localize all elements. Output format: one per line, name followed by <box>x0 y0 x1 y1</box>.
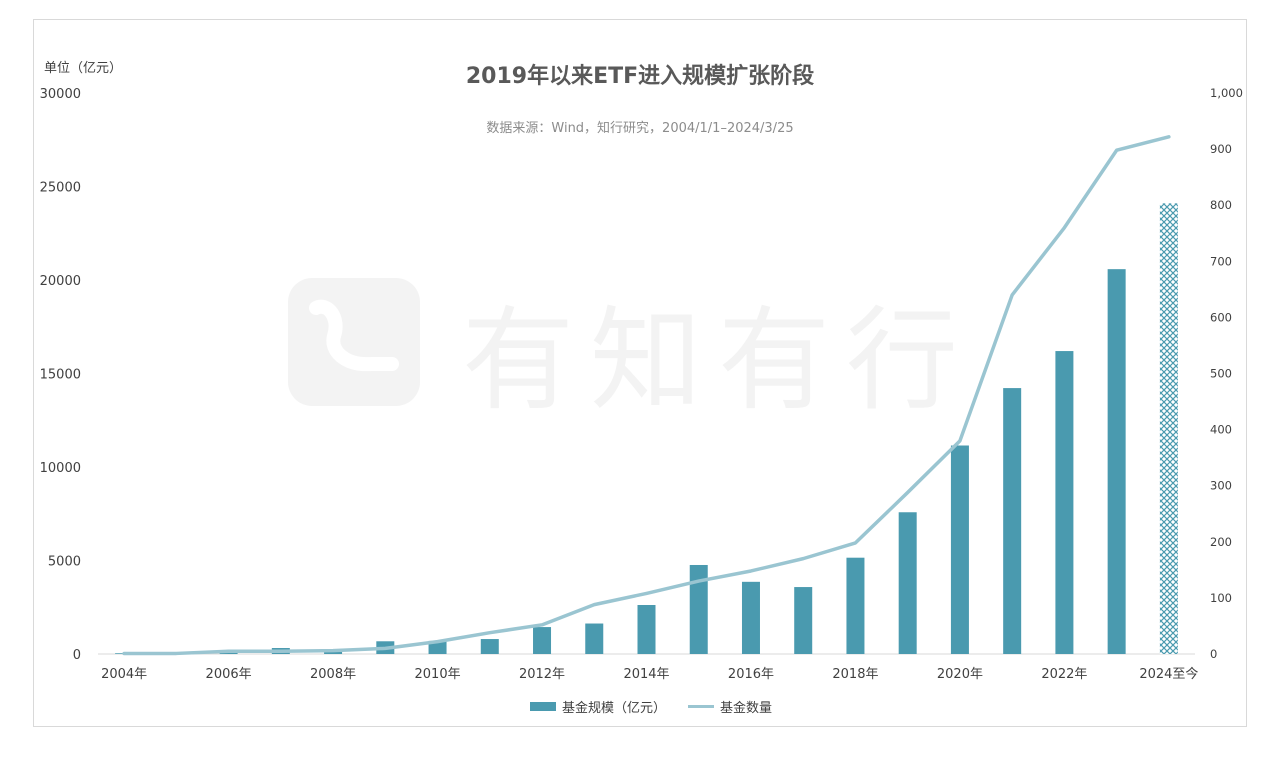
x-tick-label: 2022年 <box>1041 667 1087 682</box>
legend-item-line: 基金数量 <box>688 697 772 716</box>
bar-2023年 <box>1107 269 1126 654</box>
bar-2010年 <box>428 640 447 654</box>
bar-2014年 <box>637 605 656 654</box>
bar-2022年 <box>1055 351 1074 654</box>
left-tick-label: 10000 <box>40 461 81 476</box>
x-tick-label: 2010年 <box>415 667 461 682</box>
bar-2021年 <box>1003 388 1022 654</box>
x-tick-label: 2004年 <box>101 667 147 682</box>
left-tick-label: 25000 <box>40 181 81 196</box>
x-tick-label: 2014年 <box>623 667 669 682</box>
left-tick-label: 30000 <box>40 87 81 102</box>
x-tick-label: 2018年 <box>832 667 878 682</box>
legend-label-bars: 基金规模（亿元） <box>562 701 667 716</box>
legend-label-line: 基金数量 <box>720 701 773 716</box>
left-tick-label: 15000 <box>40 368 81 383</box>
bar-2016年 <box>741 581 760 654</box>
bar-2013年 <box>585 623 604 654</box>
left-tick-label: 5000 <box>48 555 81 570</box>
right-tick-label: 800 <box>1210 198 1232 212</box>
right-tick-label: 0 <box>1210 647 1217 661</box>
bar-2017年 <box>794 587 813 654</box>
bar-2011年 <box>480 639 499 654</box>
right-tick-label: 900 <box>1210 142 1232 156</box>
legend-line-swatch <box>688 705 715 708</box>
left-tick-label: 0 <box>73 648 81 663</box>
right-tick-label: 600 <box>1210 310 1232 324</box>
bar-2012年 <box>533 627 552 654</box>
bar-2015年 <box>689 564 708 654</box>
bar-2024至今 <box>1159 203 1178 654</box>
right-tick-label: 200 <box>1210 535 1232 549</box>
right-tick-label: 400 <box>1210 423 1232 437</box>
x-tick-label: 2012年 <box>519 667 565 682</box>
bar-2018年 <box>846 557 865 654</box>
x-tick-label: 2006年 <box>206 667 252 682</box>
chart-legend: 基金规模（亿元） 基金数量 <box>530 697 772 716</box>
right-tick-label: 500 <box>1210 367 1232 381</box>
right-tick-label: 300 <box>1210 479 1232 493</box>
right-tick-label: 100 <box>1210 591 1232 605</box>
x-tick-label: 2016年 <box>728 667 774 682</box>
bar-2019年 <box>898 512 917 654</box>
chart-subtitle: 数据来源：Wind，知行研究，2004/1/1–2024/3/25 <box>486 121 794 136</box>
bar-2020年 <box>950 445 969 654</box>
bar-2008年 <box>324 650 343 654</box>
legend-bar-swatch <box>530 702 556 711</box>
chart-title: 2019年以来ETF进入规模扩张阶段 <box>465 64 815 89</box>
x-tick-label: 2020年 <box>937 667 983 682</box>
watermark-text: 有知有行 <box>462 296 974 426</box>
legend-item-bars: 基金规模（亿元） <box>530 697 666 716</box>
watermark-logo-icon <box>288 278 420 410</box>
x-tick-label: 2008年 <box>310 667 356 682</box>
left-tick-label: 20000 <box>40 274 81 289</box>
x-tick-label: 2024至今 <box>1139 666 1198 682</box>
right-tick-label: 700 <box>1210 254 1232 268</box>
left-axis-unit: 单位（亿元） <box>44 61 123 76</box>
right-tick-label: 1,000 <box>1210 86 1243 100</box>
